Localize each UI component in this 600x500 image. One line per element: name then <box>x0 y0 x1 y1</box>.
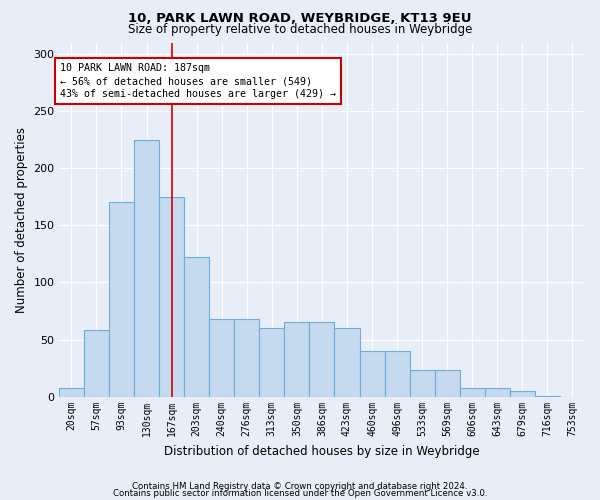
Bar <box>434 370 460 397</box>
Bar <box>410 370 434 397</box>
Bar <box>385 351 410 397</box>
Bar <box>460 388 485 397</box>
Bar <box>259 328 284 397</box>
Bar <box>109 202 134 397</box>
Bar <box>84 330 109 397</box>
Bar <box>209 319 234 397</box>
Bar <box>510 391 535 397</box>
Bar <box>310 322 334 397</box>
Bar <box>59 388 84 397</box>
Y-axis label: Number of detached properties: Number of detached properties <box>15 126 28 312</box>
Bar <box>234 319 259 397</box>
Text: 10, PARK LAWN ROAD, WEYBRIDGE, KT13 9EU: 10, PARK LAWN ROAD, WEYBRIDGE, KT13 9EU <box>128 12 472 26</box>
Bar <box>485 388 510 397</box>
Bar <box>284 322 310 397</box>
Text: Contains HM Land Registry data © Crown copyright and database right 2024.: Contains HM Land Registry data © Crown c… <box>132 482 468 491</box>
Text: Size of property relative to detached houses in Weybridge: Size of property relative to detached ho… <box>128 24 472 36</box>
Bar <box>359 351 385 397</box>
Bar <box>334 328 359 397</box>
Bar <box>159 197 184 397</box>
Text: 10 PARK LAWN ROAD: 187sqm
← 56% of detached houses are smaller (549)
43% of semi: 10 PARK LAWN ROAD: 187sqm ← 56% of detac… <box>60 63 336 100</box>
Bar <box>184 258 209 397</box>
Bar <box>134 140 159 397</box>
Text: Contains public sector information licensed under the Open Government Licence v3: Contains public sector information licen… <box>113 489 487 498</box>
Bar <box>535 396 560 397</box>
X-axis label: Distribution of detached houses by size in Weybridge: Distribution of detached houses by size … <box>164 444 480 458</box>
